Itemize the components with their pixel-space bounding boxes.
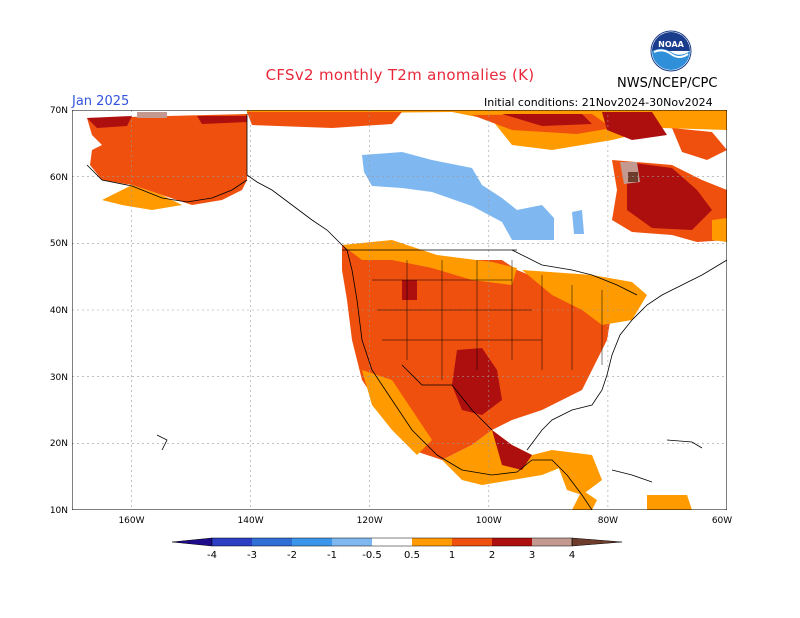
colorbar-label: -1: [327, 550, 337, 561]
anomaly-region-arctic: [247, 110, 727, 160]
colorbar-bin: [492, 538, 532, 546]
anomaly-map: [71, 109, 728, 514]
lat-label: 10N: [50, 506, 68, 516]
lon-label: 80W: [598, 516, 618, 526]
lon-label: 160W: [118, 516, 144, 526]
colorbar-arrow-high: [571, 537, 623, 547]
lat-label: 30N: [50, 373, 68, 383]
colorbar-label: -0.5: [362, 550, 382, 561]
colorbar-label: 4: [569, 550, 575, 561]
lat-label: 40N: [50, 306, 68, 316]
graticule: [72, 110, 727, 510]
state-borders: [372, 260, 603, 380]
lon-label: 140W: [238, 516, 264, 526]
lon-label: 120W: [357, 516, 383, 526]
logo-text: NOAA: [658, 40, 684, 49]
initial-conditions: Initial conditions: 21Nov2024-30Nov2024: [484, 96, 713, 109]
anomaly-region-mexico: [442, 430, 692, 510]
lon-axis: 160W 140W 120W 100W 80W 60W: [118, 516, 732, 526]
colorbar-bin: [252, 538, 292, 546]
colorbar-label: 1: [449, 550, 455, 561]
coastlines: [86, 114, 727, 510]
colorbar-bin: [452, 538, 492, 546]
anomaly-region-labrador: [612, 160, 727, 242]
colorbar-label: -4: [207, 550, 217, 561]
colorbar-label: 0.5: [404, 550, 420, 561]
noaa-logo: NOAA: [650, 30, 692, 76]
anomaly-region-alaska: [87, 112, 247, 210]
anomaly-region-canada-cold: [362, 152, 584, 240]
lat-label: 20N: [50, 439, 68, 449]
colorbar-label: 3: [529, 550, 535, 561]
colorbar-bin: [332, 538, 372, 546]
lat-label: 70N: [50, 106, 68, 116]
lat-label: 60N: [50, 173, 68, 183]
colorbar-bin: [532, 538, 572, 546]
colorbar-label: -2: [287, 550, 297, 561]
lon-label: 60W: [712, 516, 732, 526]
colorbar-bin: [292, 538, 332, 546]
chart-title: CFSv2 monthly T2m anomalies (K): [265, 66, 535, 84]
colorbar-arrow-low: [171, 537, 213, 547]
colorbar-label: -3: [247, 550, 257, 561]
colorbar-bin: [412, 538, 452, 546]
forecast-month: Jan 2025: [72, 94, 130, 109]
lon-label: 100W: [476, 516, 502, 526]
lat-label: 50N: [50, 239, 68, 249]
agency-label: NWS/NCEP/CPC: [617, 76, 718, 91]
colorbar-bin: [212, 538, 252, 546]
colorbar: -4 -3 -2 -1 -0.5 0.5 1 2 3 4: [171, 532, 632, 568]
lat-axis: 70N 60N 50N 40N 30N 20N 10N: [50, 106, 68, 516]
colorbar-bin: [372, 538, 412, 546]
colorbar-label: 2: [489, 550, 495, 561]
